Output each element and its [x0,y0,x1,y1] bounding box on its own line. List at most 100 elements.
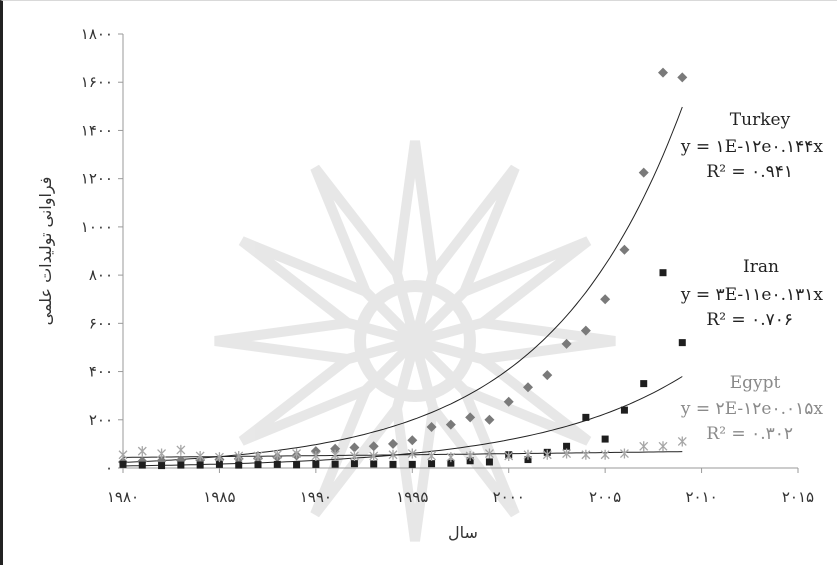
watermark-petal [310,164,425,358]
point-iran [620,406,628,414]
point-egypt [330,449,340,460]
turkey-r2: R² = ۰.۹۴۱ [706,162,793,182]
point-turkey [503,396,514,407]
y-tick-label: ۴۰۰ [89,363,113,381]
watermark-petal [391,140,439,361]
point-egypt [407,448,417,459]
y-axis-title: فراوانی تولیدات علمی [36,177,56,326]
y-tick-label: ۲۰۰ [89,411,113,429]
point-egypt [195,450,205,461]
point-turkey [619,244,630,255]
watermark-petal [398,331,592,446]
point-egypt [349,450,359,461]
point-turkey [465,412,476,423]
egypt-r2: R² = ۰.۳۰۲ [706,424,793,444]
watermark-petal [238,331,432,446]
point-egypt [523,449,533,460]
watermark-petal [405,164,520,358]
iran-label: Iran [743,257,779,277]
egypt-label: Egypt [730,373,781,393]
x-tick-label: ۲۰۰۵ [589,488,621,506]
y-tick-label: ۱۶۰۰ [81,73,113,91]
point-turkey [658,67,668,78]
point-egypt [619,448,629,459]
point-egypt [137,446,147,457]
point-turkey [561,338,572,349]
point-iran [678,339,686,347]
egypt-equation: y = ۲E-۱۲e۰.۰۱۵x [680,399,824,419]
point-iran [312,460,320,468]
point-turkey [368,441,379,452]
point-turkey [388,438,398,449]
point-egypt [600,449,610,460]
x-axis-title: سال [448,523,478,542]
point-turkey [407,435,418,446]
point-iran [659,269,667,277]
point-iran [350,460,358,468]
point-egypt [369,450,379,461]
watermark-petal [391,321,439,542]
point-egypt [272,449,282,460]
point-egypt [214,452,224,463]
y-tick-label: ۱۲۰۰ [81,170,113,188]
point-iran [331,460,339,468]
point-egypt [677,436,687,447]
point-iran [447,459,455,467]
y-tick-label: ۸۰۰ [89,266,113,284]
point-turkey [484,414,495,425]
point-iran [119,460,127,468]
watermark-petal [395,317,616,365]
point-iran [601,435,609,443]
y-tick-label: ۱۴۰۰ [81,121,113,139]
point-iran [389,460,397,468]
watermark-petal [405,324,520,518]
point-turkey [542,370,553,381]
x-tick-label: ۱۹۸۵ [203,488,235,506]
iran-equation: y = ۳E-۱۱e۰.۱۳۱x [680,285,824,305]
watermark-petal [310,324,425,518]
point-egypt [176,444,186,455]
point-egypt [234,450,244,461]
y-tick-label: ۱۰۰۰ [81,218,113,236]
y-tick-label: ۶۰۰ [89,314,113,332]
point-iran [215,460,223,468]
point-iran [563,442,571,450]
point-turkey [330,443,341,454]
point-iran [408,460,416,468]
point-turkey [580,325,591,336]
point-iran [640,380,648,388]
x-tick-label: ۱۹۹۵ [396,488,428,506]
turkey-equation: y = ۱E-۱۲e۰.۱۴۴x [680,137,824,157]
point-turkey [600,294,611,305]
watermark-petal [238,236,432,351]
point-egypt [581,449,591,460]
point-egypt [465,450,475,461]
data-points [118,67,688,470]
watermark-petal [214,317,435,365]
watermark-petal [398,236,592,351]
point-iran [158,462,166,470]
point-turkey [638,167,649,178]
y-tick-label: ۱۸۰۰ [81,25,113,43]
point-iran [196,461,204,469]
point-turkey [523,382,533,393]
point-iran [582,413,590,421]
point-egypt [427,450,437,461]
point-egypt [446,452,456,463]
point-iran [177,461,185,469]
x-tick-label: ۱۹۹۰ [300,488,332,506]
x-ticks: ۱۹۸۰ ۱۹۸۵ ۱۹۹۰ ۱۹۹۵ ۲۰۰۰ ۲۰۰۵ ۲۰۱۰ ۲۰۱۵ [107,468,814,506]
point-egypt [157,448,167,459]
point-egypt [639,441,649,452]
point-egypt [658,441,668,452]
x-tick-label: ۲۰۱۰ [685,488,717,506]
point-egypt [484,448,494,459]
turkey-label: Turkey [730,110,791,130]
y-ticks: ۰ ۲۰۰ ۴۰۰ ۶۰۰ ۸۰۰ ۱۰۰۰ ۱۲۰۰ ۱۴۰۰ ۱۶۰۰ ۱۸۰۰ [81,25,123,477]
point-egypt [388,449,398,460]
iran-r2: R² = ۰.۷۰۶ [706,310,793,330]
point-egypt [292,448,302,459]
point-egypt [118,449,128,460]
